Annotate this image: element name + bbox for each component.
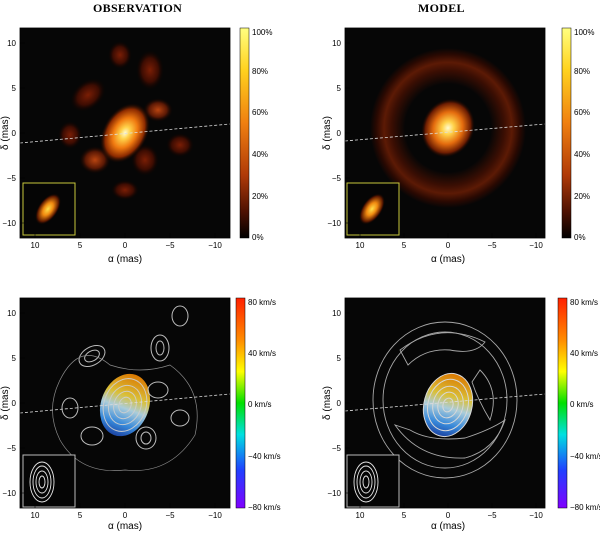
cbar-tick: 20% <box>252 192 268 201</box>
cbar-tick: 80 km/s <box>570 298 598 307</box>
x-tick: 10 <box>356 241 365 250</box>
x-tick: 0 <box>123 241 128 250</box>
x-tick: −5 <box>165 511 175 520</box>
beam-inset <box>346 454 400 508</box>
y-tick: 5 <box>12 84 17 93</box>
intensity-colorbar <box>561 27 572 239</box>
y-tick: −10 <box>2 489 16 498</box>
cbar-tick: −80 km/s <box>248 503 281 512</box>
x-axis-label: α (mas) <box>431 254 465 265</box>
cbar-tick: −40 km/s <box>570 452 600 461</box>
cbar-tick: 100% <box>252 28 272 37</box>
y-tick: 5 <box>12 354 17 363</box>
cbar-tick: 40 km/s <box>570 349 598 358</box>
cbar-tick: 100% <box>574 28 594 37</box>
x-tick: −5 <box>165 241 175 250</box>
y-tick: 10 <box>7 309 16 318</box>
x-tick: −10 <box>208 241 222 250</box>
x-tick: 10 <box>31 241 40 250</box>
x-tick: 10 <box>356 511 365 520</box>
y-tick: 5 <box>337 354 342 363</box>
y-tick: 0 <box>337 129 342 138</box>
x-tick: −10 <box>208 511 222 520</box>
y-tick: −5 <box>332 444 342 453</box>
x-tick: 5 <box>78 241 83 250</box>
y-tick: −10 <box>327 489 341 498</box>
velocity-colorbar <box>235 297 246 509</box>
observation-velocity-panel: 10 5 0 −5 −10 10 5 0 −5 −10 α (mas) δ (m… <box>0 270 300 533</box>
x-tick: 5 <box>402 241 407 250</box>
cbar-tick: 0 km/s <box>570 400 594 409</box>
y-tick: −5 <box>332 174 342 183</box>
cbar-tick: −80 km/s <box>570 503 600 512</box>
x-tick: −5 <box>487 511 497 520</box>
y-tick: 10 <box>332 39 341 48</box>
cbar-tick: 80% <box>574 67 590 76</box>
x-tick: 5 <box>78 511 83 520</box>
x-tick: −10 <box>529 511 543 520</box>
cbar-tick: 80 km/s <box>248 298 276 307</box>
y-axis-label: δ (mas) <box>322 116 333 150</box>
y-axis-label: δ (mas) <box>0 386 11 420</box>
cbar-tick: 0% <box>574 233 586 242</box>
x-tick: 0 <box>123 511 128 520</box>
intensity-colorbar <box>239 27 250 239</box>
beam-inset <box>22 454 76 508</box>
y-tick: −10 <box>2 219 16 228</box>
y-tick: 0 <box>12 129 17 138</box>
cbar-tick: 20% <box>574 192 590 201</box>
x-tick: −5 <box>487 241 497 250</box>
y-tick: 0 <box>337 399 342 408</box>
velocity-colorbar <box>557 297 568 509</box>
x-tick: 10 <box>31 511 40 520</box>
x-axis-label: α (mas) <box>431 521 465 532</box>
cbar-tick: 60% <box>252 108 268 117</box>
y-tick: 10 <box>7 39 16 48</box>
observation-title: OBSERVATION <box>93 1 183 15</box>
y-tick: −5 <box>7 174 17 183</box>
cbar-tick: 40 km/s <box>248 349 276 358</box>
x-axis-label: α (mas) <box>108 521 142 532</box>
x-axis-label: α (mas) <box>108 254 142 265</box>
y-tick: 0 <box>12 399 17 408</box>
model-velocity-panel: 10 5 0 −5 −10 10 5 0 −5 −10 α (mas) δ (m… <box>300 270 600 533</box>
cbar-tick: 0 km/s <box>248 400 272 409</box>
cbar-tick: 60% <box>574 108 590 117</box>
cbar-tick: 0% <box>252 233 264 242</box>
ticks-tl <box>20 42 216 238</box>
model-intensity-panel: 10 5 0 −5 −10 10 5 0 −5 −10 α (mas) δ (m… <box>300 0 600 270</box>
cbar-tick: 80% <box>252 67 268 76</box>
cbar-tick: 40% <box>574 150 590 159</box>
x-tick: 0 <box>446 241 451 250</box>
x-tick: −10 <box>529 241 543 250</box>
cbar-tick: −40 km/s <box>248 452 281 461</box>
y-axis-label: δ (mas) <box>0 116 11 150</box>
x-tick: 0 <box>446 511 451 520</box>
x-tick: 5 <box>402 511 407 520</box>
cbar-tick: 40% <box>252 150 268 159</box>
y-tick: −10 <box>327 219 341 228</box>
model-title: MODEL <box>418 1 465 15</box>
y-tick: −5 <box>7 444 17 453</box>
y-tick: 10 <box>332 309 341 318</box>
y-axis-label: δ (mas) <box>322 386 333 420</box>
y-tick: 5 <box>337 84 342 93</box>
observation-intensity-panel: 10 5 0 −5 −10 10 5 0 −5 −10 α (mas) δ (m… <box>0 0 300 270</box>
